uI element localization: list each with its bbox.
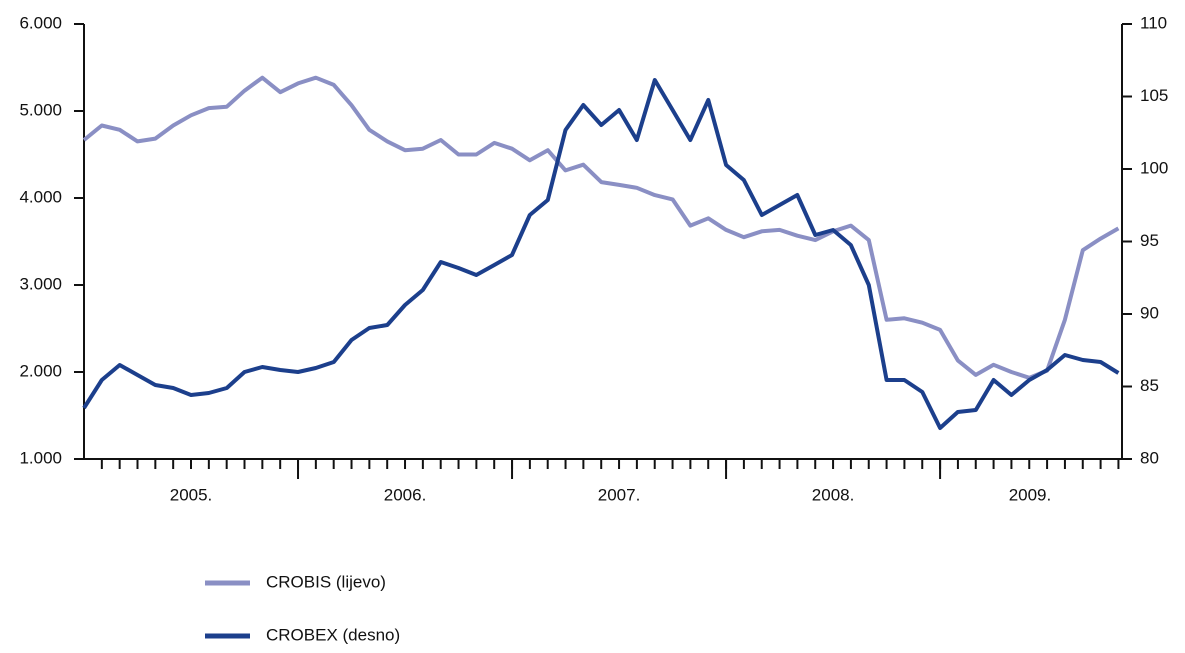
legend-label: CROBIS (lijevo) (266, 572, 386, 591)
y-tick-label: 6.000 (19, 13, 62, 32)
x-label: 2006. (384, 485, 427, 504)
y2-tick-label: 90 (1140, 303, 1159, 322)
x-label: 2008. (812, 485, 855, 504)
y2-tick-label: 100 (1140, 158, 1168, 177)
y2-tick-label: 110 (1140, 13, 1167, 32)
y-tick-label: 4.000 (19, 187, 62, 206)
x-label: 2009. (1009, 485, 1052, 504)
x-label: 2005. (170, 485, 213, 504)
y-tick-label: 3.000 (19, 274, 62, 293)
series-line (82, 78, 1120, 430)
y-tick-label: 1.000 (19, 448, 62, 467)
y-tick-label: 2.000 (19, 361, 62, 380)
y-tick-label: 5.000 (19, 100, 62, 119)
y2-tick-label: 95 (1140, 231, 1159, 250)
legend-label: CROBEX (desno) (266, 625, 400, 644)
series-line (82, 75, 1120, 380)
y2-tick-label: 85 (1140, 376, 1159, 395)
y2-tick-label: 105 (1140, 86, 1168, 105)
y2-tick-label: 80 (1140, 448, 1159, 467)
x-label: 2007. (598, 485, 641, 504)
